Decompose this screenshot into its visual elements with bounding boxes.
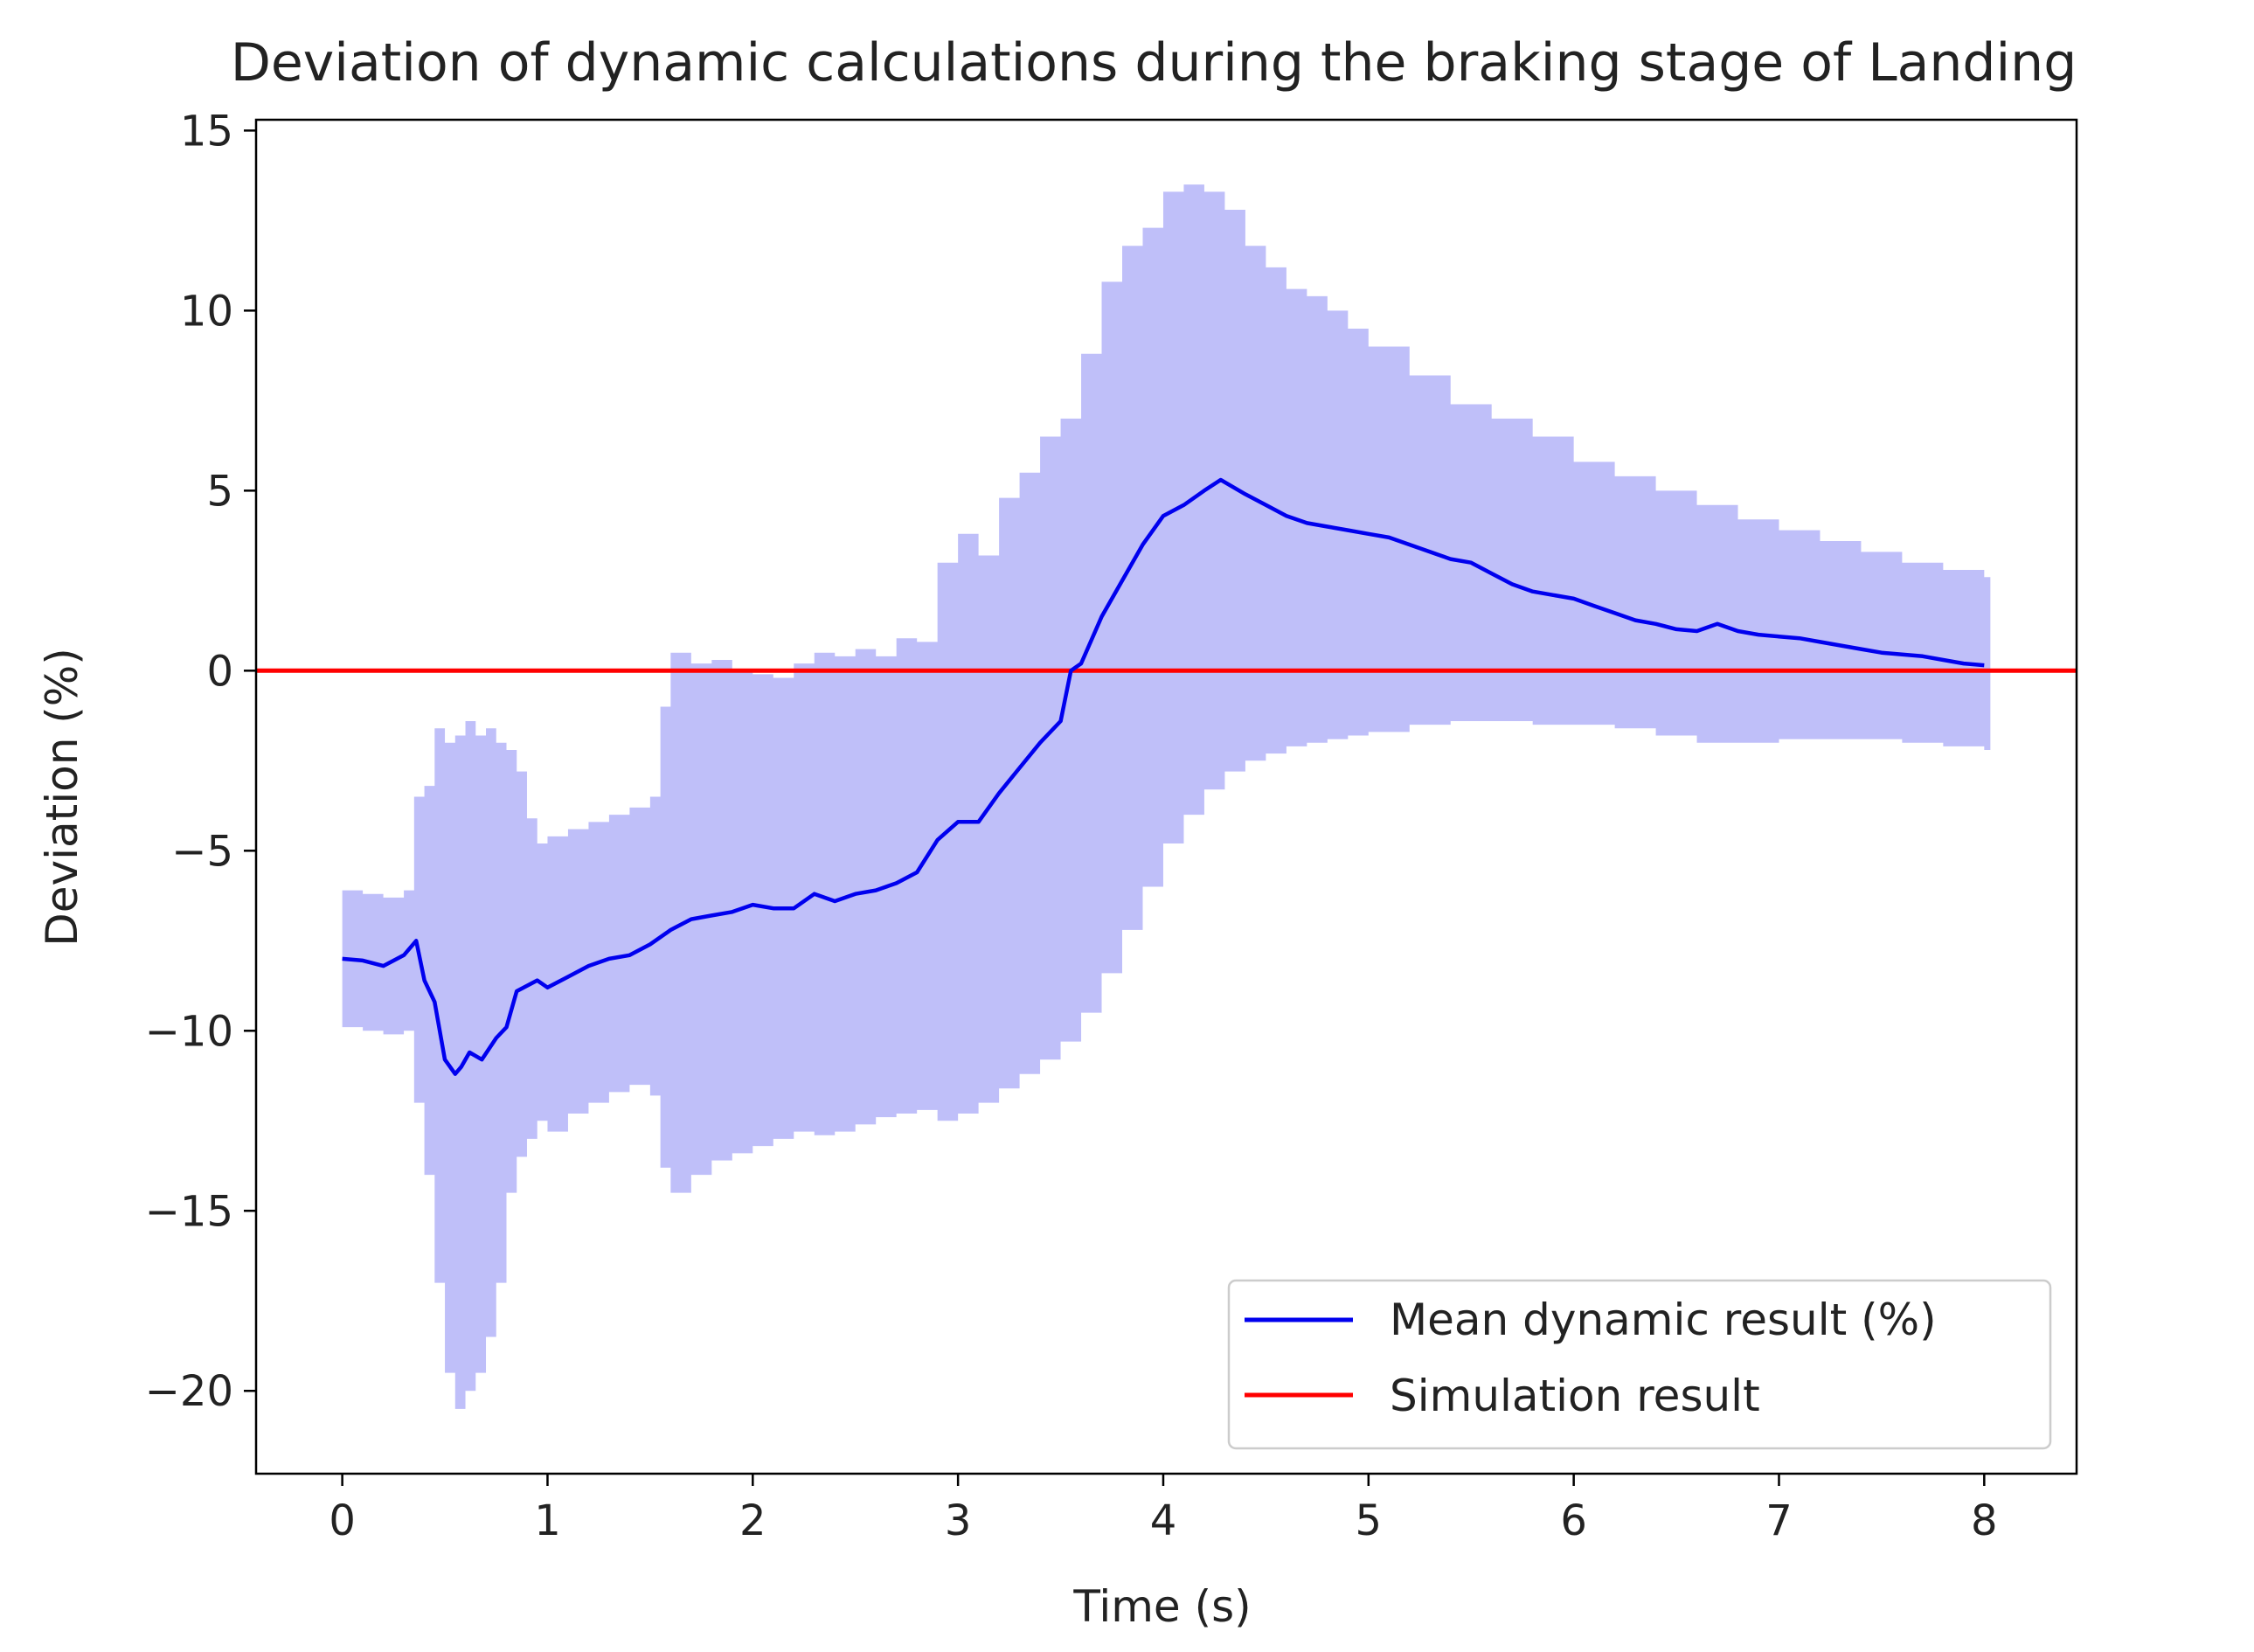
plot-frame: [254, 118, 2078, 1475]
y-tick-label: 5: [206, 467, 233, 516]
x-tick-label: 4: [1150, 1496, 1177, 1545]
legend-label-mean: Mean dynamic result (%): [1390, 1295, 1937, 1345]
legend-label-simulation: Simulation result: [1390, 1371, 1760, 1421]
x-tick-label: 0: [329, 1496, 356, 1545]
y-tick-label: 0: [206, 647, 233, 696]
y-tick-label: −15: [145, 1187, 233, 1236]
x-tick-label: 2: [739, 1496, 766, 1545]
x-tick-label: 8: [1971, 1496, 1998, 1545]
legend: Mean dynamic result (%) Simulation resul…: [1227, 1279, 2052, 1450]
x-tick-label: 1: [534, 1496, 561, 1545]
mean-dynamic-result-line: [342, 477, 1985, 1076]
x-tick-label: 5: [1356, 1496, 1383, 1545]
y-tick-label: −10: [145, 1007, 233, 1056]
deviation-range-band: [342, 184, 1991, 1409]
x-tick-label: 3: [945, 1496, 972, 1545]
y-tick-label: 10: [180, 287, 233, 336]
y-tick-label: −20: [145, 1367, 233, 1416]
legend-box: [1227, 1279, 2052, 1450]
y-tick-label: 15: [180, 107, 233, 156]
y-tick-label: −5: [171, 827, 233, 876]
x-axis-label: Time (s): [1072, 1581, 1251, 1632]
y-axis-label: Deviation (%): [37, 648, 87, 947]
x-tick-label: 6: [1560, 1496, 1587, 1545]
chart-title: Deviation of dynamic calculations during…: [231, 32, 2077, 94]
x-tick-label: 7: [1765, 1496, 1793, 1545]
